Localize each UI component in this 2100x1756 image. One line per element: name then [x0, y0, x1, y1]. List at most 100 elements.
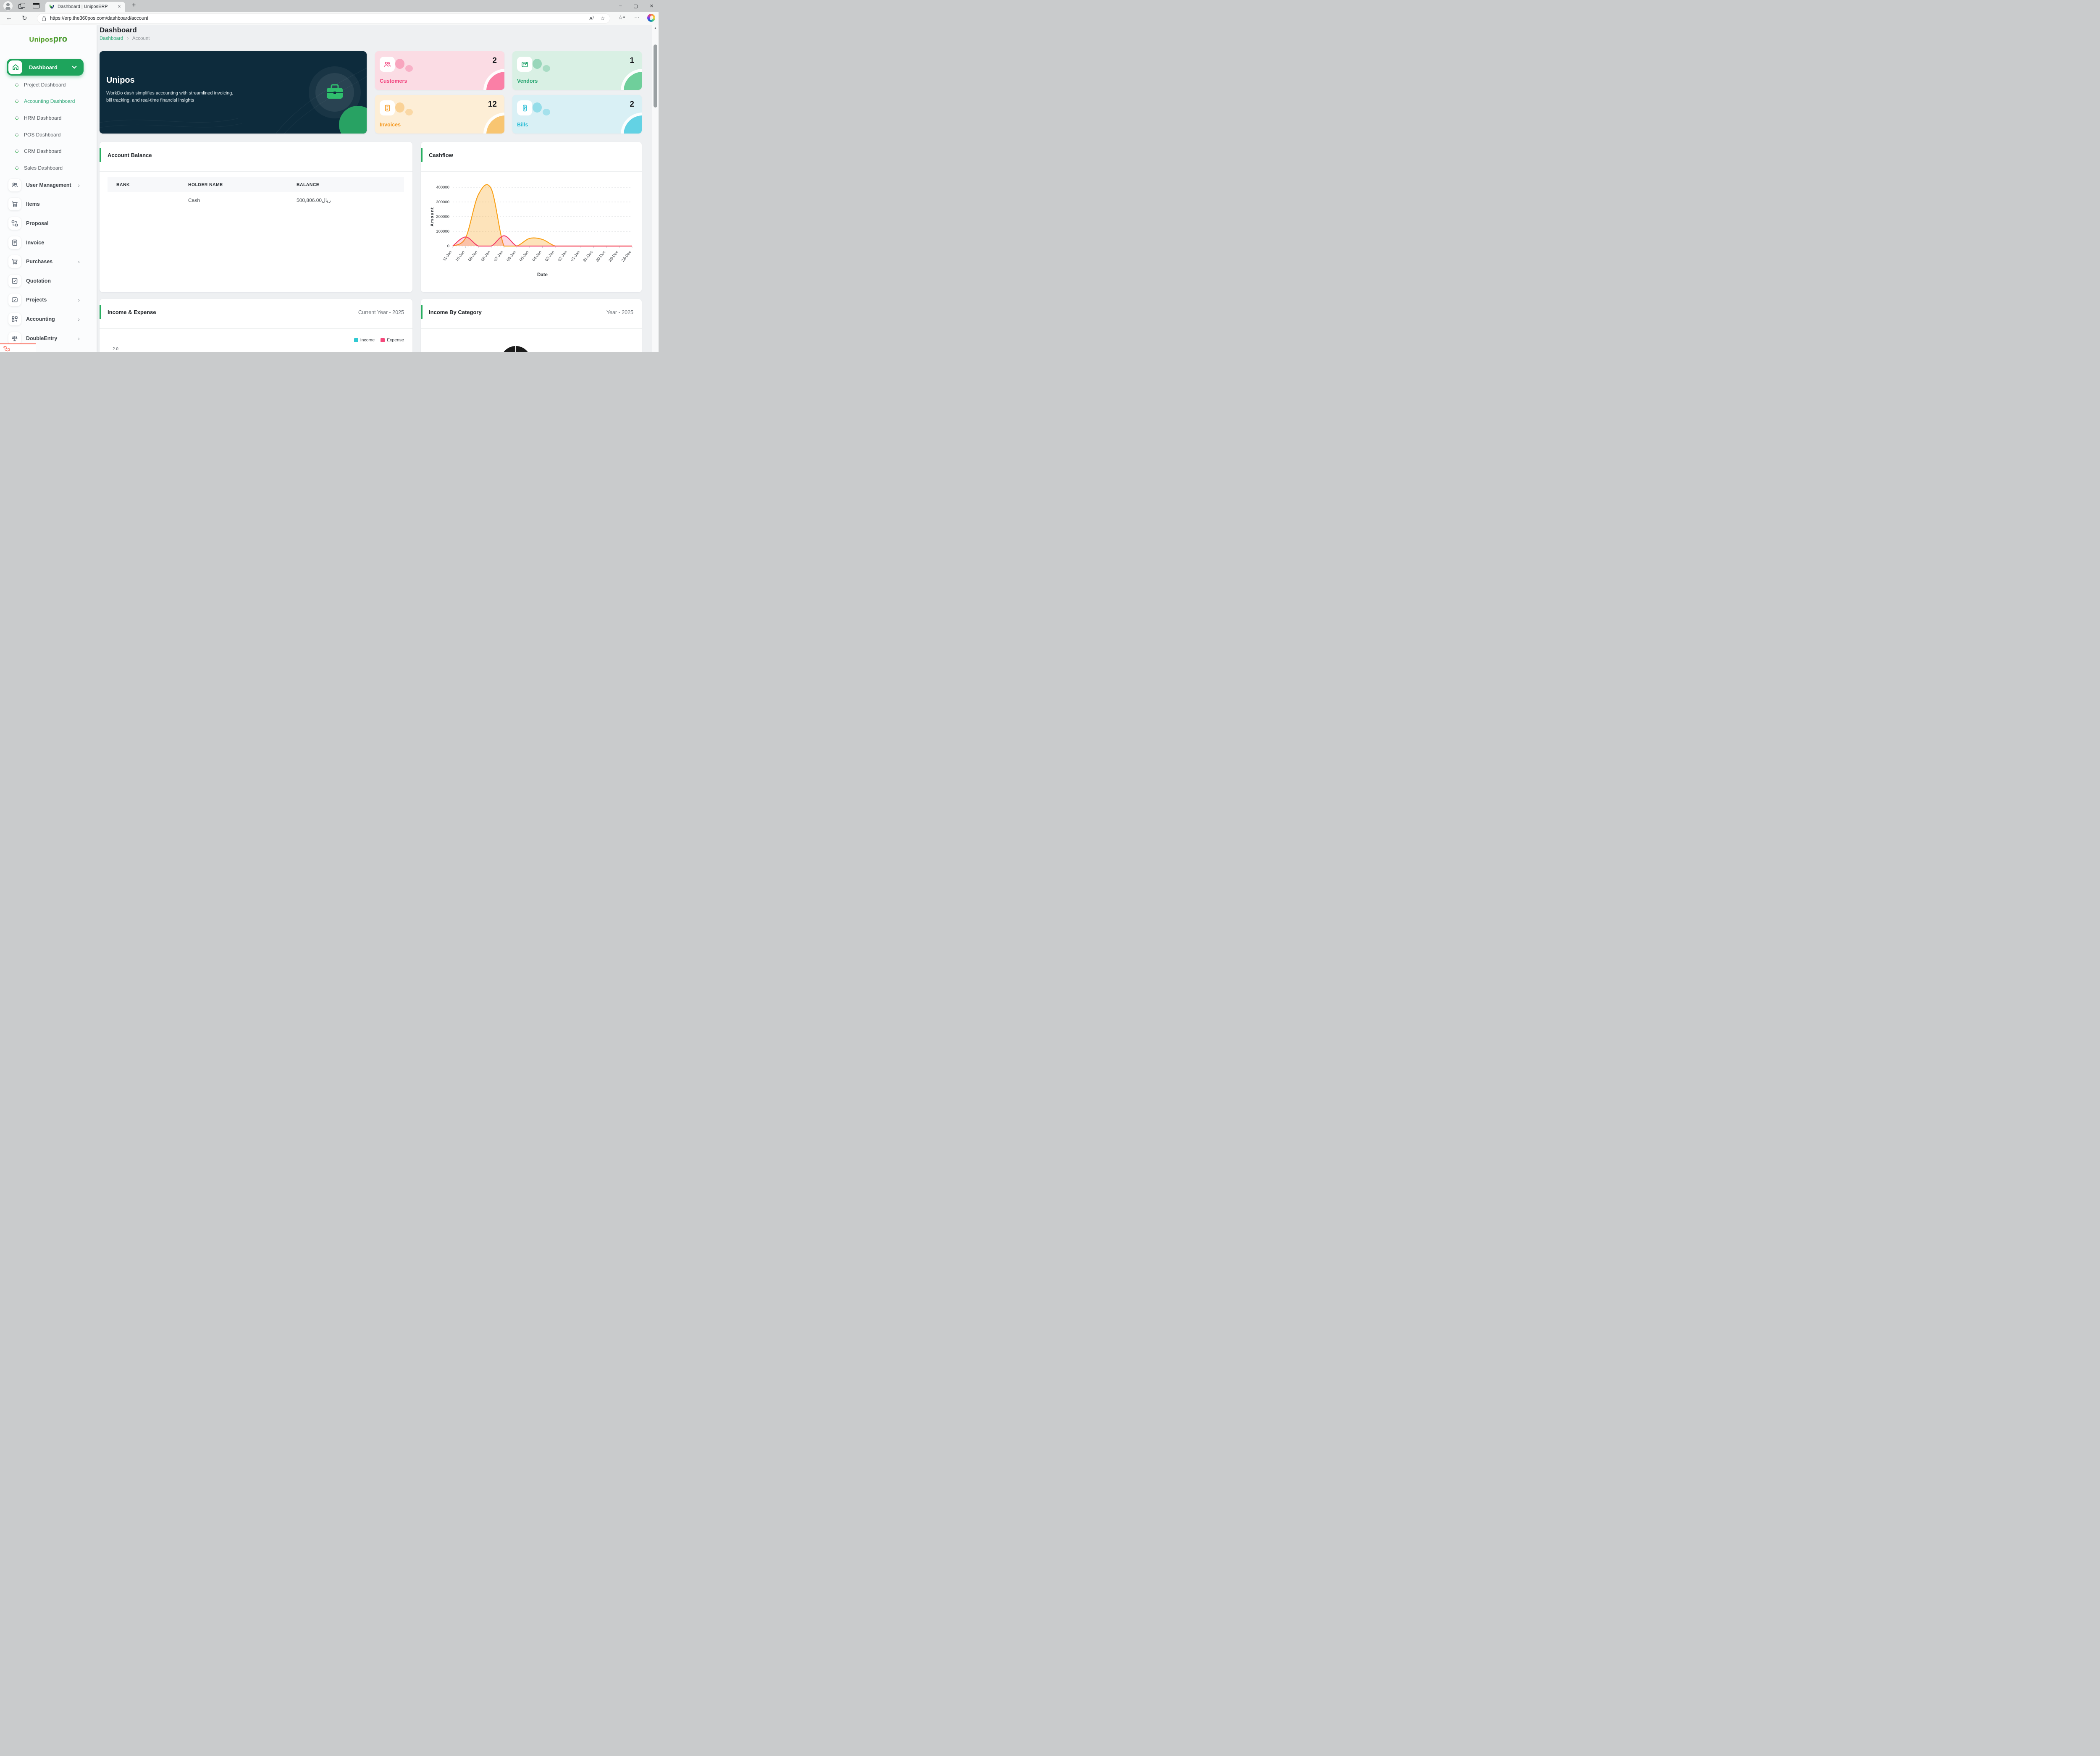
svg-text:11-Jan: 11-Jan — [442, 250, 453, 262]
sidebar-subitem-label: HRM Dashboard — [24, 115, 62, 121]
circle-icon — [14, 115, 19, 121]
accent-bar — [421, 305, 423, 319]
browser-tab[interactable]: Dashboard | UniposERP ✕ — [45, 2, 125, 12]
svg-text:03-Jan: 03-Jan — [544, 250, 556, 262]
income-expense-panel: Income & Expense Current Year - 2025 Inc… — [100, 299, 412, 352]
sidebar-item-projects[interactable]: Projects › — [0, 291, 97, 310]
workspaces-icon[interactable] — [18, 3, 25, 9]
sidebar-subitem-label: Sales Dashboard — [24, 165, 63, 171]
chevron-down-icon — [72, 64, 77, 69]
stat-value: 2 — [492, 56, 497, 65]
read-aloud-icon[interactable]: A) — [589, 16, 594, 21]
circle-icon — [14, 82, 19, 87]
accent-bar — [100, 148, 101, 162]
svg-text:29-Dec: 29-Dec — [608, 250, 620, 263]
corner-shape — [486, 72, 504, 90]
sidebar-item-project-dashboard[interactable]: Project Dashboard — [0, 76, 97, 93]
breadcrumb-current: Account — [132, 36, 150, 41]
sidebar-item-items[interactable]: Items — [0, 195, 97, 214]
breadcrumb: Dashboard › Account — [100, 36, 150, 41]
banner-description: WorkDo dash simplifies accounting with s… — [106, 91, 234, 103]
chevron-right-icon: › — [78, 296, 80, 304]
table-header: BANK HOLDER NAME BALANCE — [108, 177, 404, 192]
sidebar-subitem-label: CRM Dashboard — [24, 148, 62, 155]
column-header: BANK — [116, 182, 130, 187]
panel-period: Year - 2025 — [606, 309, 633, 315]
legend-swatch-income — [354, 338, 358, 342]
tab-close-icon[interactable]: ✕ — [117, 4, 121, 9]
new-tab-button[interactable]: + — [132, 2, 136, 9]
income-by-category-panel: Income By Category Year - 2025 — [421, 299, 642, 352]
laravel-icon — [3, 346, 10, 351]
minimize-button[interactable]: – — [619, 3, 622, 8]
panel-title: Cashflow — [429, 152, 453, 158]
close-button[interactable]: ✕ — [649, 3, 654, 9]
app-logo[interactable]: Unipospro — [29, 34, 68, 44]
debugbar-toggle[interactable] — [0, 343, 36, 352]
stat-label: Customers — [380, 78, 407, 84]
scroll-up-icon[interactable]: ▲ — [654, 27, 657, 30]
browser-toolbar: ← ↻ https://erp.the360pos.com/dashboard/… — [0, 12, 659, 25]
sidebar-item-proposal[interactable]: Proposal — [0, 214, 97, 233]
svg-text:02-Jan: 02-Jan — [557, 250, 568, 262]
breadcrumb-dashboard-link[interactable]: Dashboard — [100, 36, 123, 41]
chart-legend: Income Expense — [354, 338, 404, 343]
panel-title: Income By Category — [429, 309, 482, 315]
sidebar-item-invoice[interactable]: Invoice — [0, 233, 97, 252]
svg-text:Amount: Amount — [430, 207, 435, 227]
sidebar-item-doubleentry[interactable]: DoubleEntry › — [0, 329, 97, 348]
sidebar-item-sales-dashboard[interactable]: Sales Dashboard — [0, 160, 97, 176]
pie-divider — [515, 346, 516, 352]
settings-more-icon[interactable]: ⋯ — [634, 14, 640, 20]
lock-icon — [42, 16, 46, 21]
page-title: Dashboard — [100, 26, 137, 34]
svg-text:0: 0 — [447, 244, 449, 249]
swap-icon — [8, 217, 21, 230]
scrollbar-thumb[interactable] — [654, 45, 657, 107]
sidebar-item-label: Dashboard — [29, 64, 58, 71]
stat-value: 1 — [630, 56, 634, 65]
legend-item: Expense — [381, 338, 404, 343]
sidebar-item-hrm-dashboard[interactable]: HRM Dashboard — [0, 110, 97, 126]
legend-swatch-expense — [381, 338, 385, 342]
decor-dot — [395, 102, 404, 113]
sidebar-item-accounting[interactable]: Accounting › — [0, 309, 97, 329]
url-text[interactable]: https://erp.the360pos.com/dashboard/acco… — [50, 16, 148, 21]
svg-text:07-Jan: 07-Jan — [493, 250, 504, 262]
tab-actions-icon[interactable] — [33, 3, 39, 8]
stat-card-invoices[interactable]: 12 Invoices — [375, 95, 504, 134]
address-bar[interactable]: https://erp.the360pos.com/dashboard/acco… — [37, 13, 610, 24]
circle-icon — [14, 99, 19, 104]
scrollbar[interactable]: ▲ — [652, 25, 659, 352]
favorite-star-icon[interactable]: ☆ — [600, 15, 605, 21]
document-icon — [8, 236, 21, 249]
profile-avatar-icon[interactable] — [3, 1, 13, 10]
svg-text:09-Jan: 09-Jan — [467, 250, 479, 262]
sidebar: Unipospro Dashboard Project Dashboard Ac… — [0, 25, 97, 352]
sidebar-item-dashboard[interactable]: Dashboard — [7, 59, 84, 76]
stat-card-bills[interactable]: 2 Bills — [512, 95, 642, 134]
sidebar-item-accounting-dashboard[interactable]: Accounting Dashboard — [0, 93, 97, 110]
favorites-bar-icon[interactable]: ☆≡ — [618, 14, 625, 21]
balance-scale-icon — [8, 332, 21, 345]
stat-label: Bills — [517, 122, 528, 128]
bill-icon — [517, 100, 532, 115]
maximize-button[interactable]: ▢ — [633, 3, 638, 9]
stat-value: 2 — [630, 100, 634, 109]
sidebar-item-user-management[interactable]: User Management › — [0, 176, 97, 195]
corner-shape — [486, 115, 504, 134]
stat-card-customers[interactable]: 2 Customers — [375, 51, 504, 90]
sidebar-item-quotation[interactable]: Quotation — [0, 271, 97, 291]
sidebar-item-pos-dashboard[interactable]: POS Dashboard — [0, 126, 97, 143]
sidebar-item-purchases[interactable]: Purchases › — [0, 252, 97, 271]
copilot-icon[interactable] — [647, 14, 655, 22]
briefcase-icon — [315, 73, 354, 112]
holder-cell: Cash — [188, 197, 200, 203]
svg-text:04-Jan: 04-Jan — [531, 250, 543, 262]
svg-text:10-Jan: 10-Jan — [454, 250, 466, 262]
refresh-icon[interactable]: ↻ — [22, 15, 27, 22]
stat-card-vendors[interactable]: 1 Vendors — [512, 51, 642, 90]
sidebar-item-crm-dashboard[interactable]: CRM Dashboard — [0, 143, 97, 160]
back-icon[interactable]: ← — [6, 14, 12, 21]
sidebar-item-label: User Management — [26, 182, 71, 188]
